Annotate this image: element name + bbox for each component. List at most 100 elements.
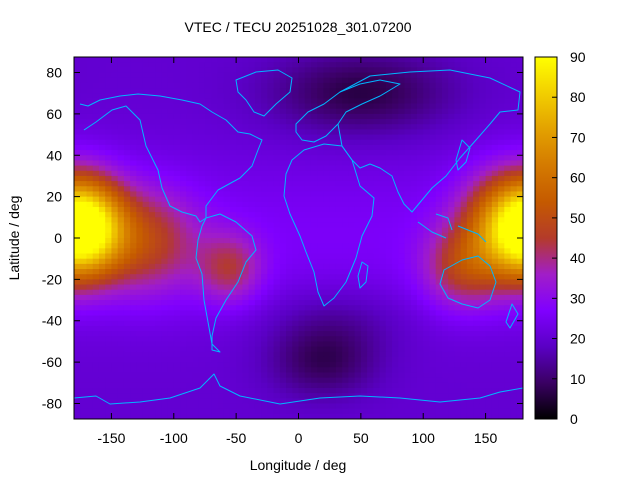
- heatmap-cell: [130, 325, 137, 332]
- heatmap-cell: [74, 201, 81, 208]
- heatmap-cell: [211, 88, 219, 94]
- heatmap-cell: [92, 325, 100, 332]
- heatmap-cell: [379, 134, 387, 141]
- heatmap-cell: [473, 201, 480, 208]
- heatmap-cell: [261, 155, 268, 162]
- heatmap-cell: [254, 186, 262, 193]
- heatmap-cell: [217, 232, 225, 239]
- heatmap-cell: [516, 320, 523, 327]
- heatmap-cell: [192, 67, 200, 74]
- heatmap-cell: [92, 227, 100, 234]
- heatmap-cell: [448, 356, 456, 363]
- heatmap-cell: [92, 222, 100, 229]
- heatmap-cell: [98, 160, 106, 167]
- heatmap-cell: [136, 186, 144, 193]
- heatmap-cell: [261, 160, 268, 167]
- heatmap-cell: [117, 134, 125, 141]
- heatmap-cell: [479, 62, 487, 68]
- heatmap-cell: [410, 57, 418, 63]
- heatmap-cell: [86, 206, 94, 213]
- heatmap-cell: [74, 253, 81, 260]
- heatmap-cell: [423, 310, 431, 317]
- heatmap-cell: [92, 57, 100, 63]
- heatmap-cell: [98, 62, 106, 68]
- heatmap-cell: [466, 62, 474, 68]
- heatmap-cell: [329, 217, 337, 224]
- heatmap-cell: [80, 398, 88, 405]
- heatmap-cell: [317, 72, 325, 79]
- heatmap-cell: [261, 325, 268, 332]
- heatmap-cell: [473, 170, 480, 177]
- heatmap-cell: [504, 155, 512, 162]
- heatmap-cell: [204, 217, 212, 224]
- heatmap-cell: [392, 325, 399, 332]
- heatmap-cell: [435, 93, 443, 99]
- heatmap-cell: [398, 253, 406, 260]
- heatmap-cell: [404, 248, 412, 255]
- heatmap-cell: [348, 300, 356, 306]
- heatmap-cell: [161, 206, 169, 213]
- heatmap-cell: [473, 331, 480, 337]
- heatmap-cell: [123, 222, 131, 229]
- heatmap-cell: [329, 248, 337, 255]
- heatmap-cell: [167, 408, 175, 415]
- heatmap-cell: [242, 57, 250, 63]
- heatmap-cell: [367, 310, 374, 317]
- heatmap-cell: [123, 408, 131, 415]
- heatmap-cell: [516, 124, 523, 130]
- heatmap-cell: [416, 300, 424, 306]
- heatmap-cell: [329, 119, 337, 125]
- heatmap-cell: [373, 351, 381, 358]
- heatmap-cell: [229, 346, 237, 353]
- heatmap-cell: [367, 165, 374, 172]
- heatmap-cell: [460, 175, 468, 182]
- heatmap-cell: [148, 181, 156, 187]
- heatmap-cell: [142, 279, 150, 286]
- heatmap-cell: [473, 341, 480, 348]
- heatmap-cell: [416, 263, 424, 270]
- heatmap-cell: [466, 150, 474, 156]
- heatmap-cell: [448, 238, 456, 244]
- heatmap-cell: [80, 403, 88, 410]
- heatmap-cell: [211, 72, 219, 79]
- heatmap-cell: [310, 119, 318, 125]
- heatmap-cell: [242, 289, 250, 296]
- heatmap-cell: [155, 88, 162, 94]
- heatmap-cell: [329, 269, 337, 275]
- heatmap-cell: [454, 263, 462, 270]
- heatmap-cell: [86, 305, 94, 311]
- heatmap-cell: [292, 93, 300, 99]
- heatmap-cell: [130, 93, 137, 99]
- heatmap-cell: [392, 372, 399, 379]
- heatmap-cell: [367, 258, 374, 265]
- heatmap-cell: [123, 160, 131, 167]
- heatmap-cell: [516, 103, 523, 110]
- heatmap-cell: [105, 93, 113, 99]
- heatmap-cell: [198, 320, 206, 327]
- heatmap-cell: [373, 124, 381, 130]
- heatmap-cell: [498, 243, 505, 249]
- heatmap-cell: [516, 248, 523, 255]
- heatmap-cell: [317, 238, 325, 244]
- heatmap-cell: [485, 82, 493, 89]
- heatmap-cell: [454, 346, 462, 353]
- heatmap-cell: [510, 398, 518, 405]
- heatmap-cell: [98, 77, 106, 84]
- heatmap-cell: [173, 341, 181, 348]
- heatmap-cell: [267, 341, 275, 348]
- heatmap-cell: [485, 393, 493, 399]
- heatmap-cell: [448, 175, 456, 182]
- heatmap-cell: [273, 144, 281, 151]
- heatmap-cell: [292, 403, 300, 410]
- heatmap-cell: [223, 186, 231, 193]
- heatmap-cell: [491, 253, 499, 260]
- heatmap-cell: [279, 57, 287, 63]
- heatmap-cell: [354, 279, 362, 286]
- heatmap-cell: [373, 57, 381, 63]
- heatmap-cell: [360, 294, 368, 301]
- heatmap-cell: [80, 232, 88, 239]
- heatmap-cell: [111, 403, 119, 410]
- heatmap-cell: [267, 294, 275, 301]
- heatmap-cell: [273, 279, 281, 286]
- heatmap-cell: [392, 274, 399, 280]
